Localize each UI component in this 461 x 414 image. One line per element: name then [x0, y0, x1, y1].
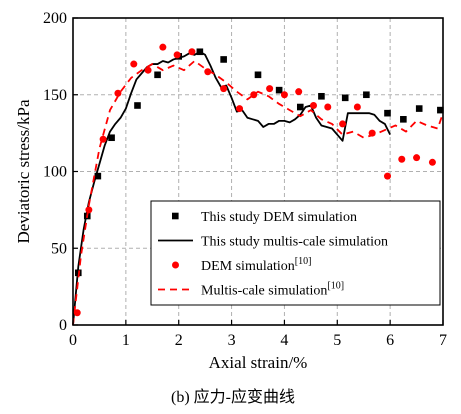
data-point: [413, 154, 421, 162]
axis-ticks: 0 1 2 3 4 5 6 7 0 50 100 150 200: [43, 10, 447, 349]
data-point: [341, 94, 349, 102]
x-tick-label: 7: [439, 332, 447, 349]
data-point: [339, 120, 347, 128]
data-point: [236, 105, 243, 113]
y-axis-label: Deviatoric stress/kPa: [14, 99, 33, 243]
data-point: [275, 86, 283, 94]
data-point: [266, 85, 274, 93]
series-1: [72, 50, 391, 326]
series-3: [72, 60, 444, 326]
data-point: [428, 158, 436, 166]
legend: This study DEM simulation This study mult…: [150, 200, 441, 306]
legend-item: This study multis-cale simulation: [158, 235, 388, 250]
x-axis-label: Axial strain/%: [209, 353, 308, 372]
data-point: [108, 134, 115, 142]
data-point: [363, 91, 370, 99]
legend-label: This study DEM simulation: [201, 210, 357, 225]
legend-label: Multis-cale simulation[10]: [201, 281, 344, 299]
data-point: [173, 51, 181, 59]
data-point: [159, 43, 167, 51]
data-point: [318, 92, 325, 100]
legend-marker-swatch: [172, 261, 179, 269]
series-layer: [72, 43, 444, 326]
data-point: [114, 89, 122, 97]
legend-citation: [10]: [295, 256, 312, 267]
data-point: [85, 206, 93, 214]
y-tick-label: 50: [51, 240, 67, 257]
legend-item: This study DEM simulation: [172, 210, 357, 225]
y-tick-label: 100: [43, 164, 67, 181]
data-point: [324, 103, 332, 111]
data-point: [310, 101, 317, 109]
data-point: [130, 60, 138, 68]
data-point: [353, 103, 361, 111]
data-point: [254, 71, 262, 79]
x-tick-label: 5: [333, 332, 341, 349]
data-point: [280, 91, 288, 99]
data-point: [400, 116, 407, 123]
legend-box: [150, 200, 441, 306]
legend-label-text: Multis-cale simulation: [201, 284, 327, 299]
legend-label-text: This study DEM simulation: [201, 210, 357, 225]
data-point: [204, 68, 212, 76]
legend-marker-swatch: [172, 212, 179, 220]
x-tick-label: 1: [122, 332, 130, 349]
legend-citation: [10]: [327, 281, 344, 292]
data-point: [94, 172, 102, 180]
data-point: [220, 56, 227, 63]
x-tick-label: 3: [228, 332, 236, 349]
data-point: [134, 102, 141, 109]
figure-caption: (b) 应力-应变曲线: [171, 387, 295, 406]
data-point: [154, 71, 161, 79]
y-tick-label: 150: [43, 87, 67, 104]
x-tick-label: 2: [175, 332, 183, 349]
legend-item: Multis-cale simulation[10]: [158, 281, 344, 299]
data-point: [437, 106, 444, 114]
data-point: [384, 109, 391, 117]
legend-label: This study multis-cale simulation: [201, 235, 388, 250]
data-point: [220, 85, 228, 93]
series-line: [72, 50, 391, 326]
y-tick-label: 200: [43, 10, 67, 27]
series-line: [72, 60, 444, 326]
data-point: [384, 172, 391, 180]
data-point: [398, 155, 406, 163]
x-tick-label: 4: [280, 332, 288, 349]
data-point: [144, 66, 152, 74]
legend-item: DEM simulation[10]: [172, 256, 311, 274]
legend-label-text: DEM simulation: [201, 259, 295, 274]
data-point: [415, 105, 423, 112]
legend-label: DEM simulation[10]: [201, 256, 311, 274]
y-tick-label: 0: [59, 317, 67, 334]
x-tick-label: 0: [69, 332, 77, 349]
data-point: [296, 103, 304, 111]
x-tick-label: 6: [386, 332, 394, 349]
data-point: [295, 88, 303, 96]
legend-label-text: This study multis-cale simulation: [201, 235, 388, 250]
data-point: [188, 48, 196, 56]
